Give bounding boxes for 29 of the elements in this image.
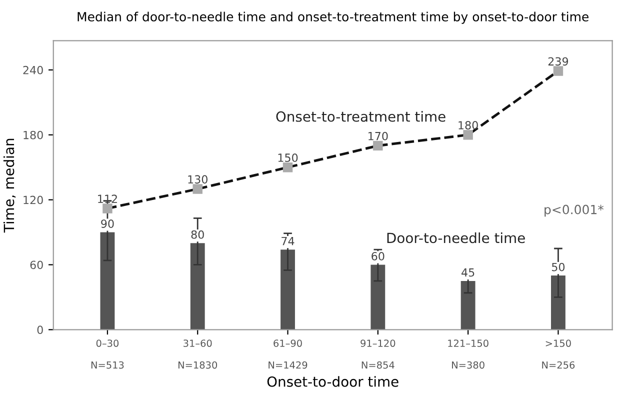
category-label: >150 N=256 bbox=[542, 340, 575, 369]
annotation: p<0.001* bbox=[544, 204, 604, 217]
y-tick-label: 60 bbox=[30, 260, 43, 270]
y-axis-title: Time, median bbox=[3, 138, 16, 233]
series-label: Door-to-needle time bbox=[387, 232, 525, 244]
category-label: 0–30 N=513 bbox=[91, 340, 124, 369]
data-label: 239 bbox=[548, 57, 568, 66]
data-label: 60 bbox=[372, 252, 384, 260]
data-label: 50 bbox=[552, 262, 565, 272]
data-label: 80 bbox=[191, 230, 204, 239]
category-label: 31–60 N=1830 bbox=[178, 340, 218, 369]
category-label: 91–120 N=854 bbox=[360, 340, 396, 369]
data-label: 112 bbox=[98, 194, 117, 203]
data-label: 74 bbox=[282, 237, 294, 246]
data-label: 45 bbox=[462, 268, 474, 277]
data-label: 130 bbox=[188, 175, 208, 184]
category-label: 61–90 N=1429 bbox=[268, 340, 308, 369]
y-tick-label: 240 bbox=[23, 66, 43, 74]
data-label: 170 bbox=[368, 132, 388, 140]
data-label: 150 bbox=[278, 154, 298, 162]
y-tick-label: 120 bbox=[24, 196, 43, 204]
data-label: 90 bbox=[101, 220, 114, 228]
y-tick-label: 0 bbox=[37, 326, 43, 334]
data-label: 180 bbox=[458, 121, 478, 130]
x-axis-title: Onset-to-door time bbox=[267, 376, 398, 387]
y-tick-label: 180 bbox=[24, 130, 43, 140]
series-label: Onset-to-treatment time bbox=[276, 111, 446, 122]
chart-title: Median of door-to-needle time and onset-to-treatment time by onset-to-door time bbox=[78, 12, 588, 24]
category-label: 121–150 N=380 bbox=[448, 340, 488, 369]
